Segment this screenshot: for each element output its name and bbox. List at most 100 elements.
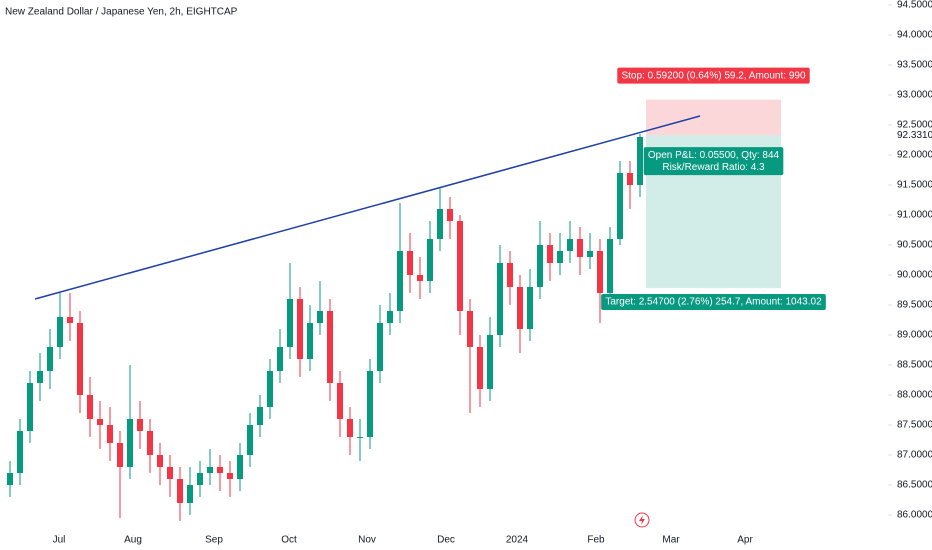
candle-body bbox=[127, 419, 133, 467]
candle-body bbox=[597, 251, 603, 293]
stop-label-box bbox=[617, 67, 810, 84]
y-tick-label: 89.50000 bbox=[897, 300, 932, 311]
x-tick-label: Sep bbox=[205, 535, 223, 546]
candle-body bbox=[177, 479, 183, 503]
candle-body bbox=[347, 419, 353, 437]
y-tick-label: 90.00000 bbox=[897, 270, 932, 281]
x-tick-label: Mar bbox=[662, 535, 680, 546]
candle-body bbox=[107, 425, 113, 443]
y-tick-label: 92.50000 bbox=[897, 120, 932, 131]
price-marker-label: 92.33100 bbox=[897, 130, 932, 141]
candle-body bbox=[427, 239, 433, 281]
candle-body bbox=[367, 371, 373, 437]
candle-body bbox=[117, 443, 123, 467]
y-tick-label: 92.00000 bbox=[897, 150, 932, 161]
candle-body bbox=[157, 455, 163, 467]
y-tick-label: 86.00000 bbox=[897, 510, 932, 521]
pnl-label-box bbox=[643, 147, 784, 176]
candle-body bbox=[297, 299, 303, 359]
target-label: Target: 2.54700 (2.76%) 254.7, Amount: 1… bbox=[601, 293, 826, 310]
y-tick-label: 86.50000 bbox=[897, 480, 932, 491]
candle-body bbox=[247, 425, 253, 455]
candle-body bbox=[517, 287, 523, 329]
y-tick-label: 93.00000 bbox=[897, 90, 932, 101]
candle-body bbox=[317, 311, 323, 323]
candle-body bbox=[67, 317, 73, 323]
candle-body bbox=[277, 347, 283, 371]
candle-body bbox=[407, 251, 413, 275]
y-tick-label: 91.00000 bbox=[897, 210, 932, 221]
candle-body bbox=[327, 311, 333, 383]
x-tick-label: Nov bbox=[358, 535, 376, 546]
candle-body bbox=[257, 407, 263, 425]
candle-body bbox=[467, 311, 473, 347]
candle-body bbox=[337, 383, 343, 419]
y-tick-label: 88.50000 bbox=[897, 360, 932, 371]
candle-body bbox=[487, 335, 493, 389]
candle-body bbox=[27, 383, 33, 431]
y-tick-label: 90.50000 bbox=[897, 240, 932, 251]
lightning-icon[interactable] bbox=[634, 512, 650, 528]
candle-body bbox=[37, 371, 43, 383]
candle-body bbox=[417, 275, 423, 281]
candle-body bbox=[187, 485, 193, 503]
x-tick-label: Jul bbox=[53, 535, 66, 546]
stop-label: Stop: 0.59200 (0.64%) 59.2, Amount: 990 bbox=[617, 67, 810, 84]
y-tick-label: 89.00000 bbox=[897, 330, 932, 341]
candle-body bbox=[397, 251, 403, 311]
candle-body bbox=[477, 347, 483, 389]
candle-body bbox=[377, 323, 383, 371]
candle-body bbox=[567, 239, 573, 251]
candle-body bbox=[77, 323, 83, 395]
x-tick-label: 2024 bbox=[506, 535, 529, 546]
candle-body bbox=[287, 299, 293, 347]
x-tick-label: Aug bbox=[124, 535, 142, 546]
candle-body bbox=[147, 431, 153, 455]
trendline bbox=[34, 115, 701, 300]
candle-body bbox=[137, 419, 143, 431]
y-tick-label: 87.00000 bbox=[897, 450, 932, 461]
candle-body bbox=[307, 323, 313, 359]
candle-body bbox=[387, 311, 393, 323]
candle-body bbox=[217, 467, 223, 473]
candle-body bbox=[447, 209, 453, 221]
candle-body bbox=[527, 287, 533, 329]
candle-body bbox=[497, 263, 503, 335]
y-tick-label: 87.50000 bbox=[897, 420, 932, 431]
x-tick-label: Dec bbox=[437, 535, 455, 546]
candle-body bbox=[197, 473, 203, 485]
candle-body bbox=[627, 173, 633, 185]
x-tick-label: Feb bbox=[587, 535, 605, 546]
y-tick-label: 94.50000 bbox=[897, 0, 932, 11]
candle-body bbox=[507, 263, 513, 287]
x-tick-label: Oct bbox=[281, 535, 297, 546]
candle-body bbox=[537, 245, 543, 287]
candle-body bbox=[237, 455, 243, 479]
candle-body bbox=[47, 347, 53, 371]
stop-zone bbox=[646, 99, 781, 136]
candle-body bbox=[267, 371, 273, 407]
y-tick-label: 91.50000 bbox=[897, 180, 932, 191]
stop-label-text: Stop: 0.59200 (0.64%) 59.2, Amount: 990 bbox=[621, 70, 805, 81]
candle-body bbox=[227, 473, 233, 479]
y-tick-label: 93.50000 bbox=[897, 60, 932, 71]
candle-body bbox=[17, 431, 23, 473]
candle-body bbox=[547, 245, 553, 263]
y-tick-label: 94.00000 bbox=[897, 30, 932, 41]
candle-body bbox=[637, 137, 643, 185]
candle-body bbox=[57, 317, 63, 347]
candle-body bbox=[617, 173, 623, 239]
x-tick-label: Apr bbox=[737, 535, 753, 546]
candle-body bbox=[557, 251, 563, 263]
candle-body bbox=[97, 419, 103, 425]
candle-body bbox=[437, 209, 443, 239]
candle-body bbox=[7, 473, 13, 485]
candle-body bbox=[207, 467, 213, 473]
pnl-label-text: Risk/Reward Ratio: 4.3 bbox=[662, 162, 765, 173]
chart-title: New Zealand Dollar / Japanese Yen, 2h, E… bbox=[5, 7, 238, 18]
y-tick-label: 88.00000 bbox=[897, 390, 932, 401]
candle-body bbox=[607, 239, 613, 293]
pnl-label-text: Open P&L: 0.05500, Qty: 844 bbox=[648, 150, 780, 161]
